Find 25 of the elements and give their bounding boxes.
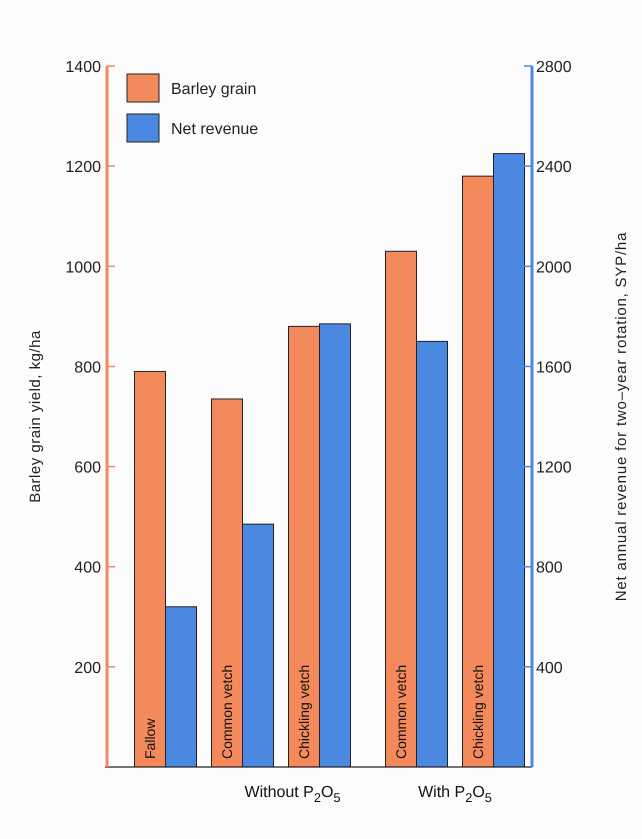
y2-axis-title: Net annual revenue for two–year rotation, SYP/ha bbox=[613, 232, 630, 602]
x-tick-label: Chickling vetch bbox=[296, 664, 312, 759]
y-tick-label: 200 bbox=[74, 660, 102, 677]
y-tick-label: 1400 bbox=[65, 59, 102, 76]
y2-tick-label: 2800 bbox=[536, 59, 572, 76]
y2-tick-label: 1200 bbox=[536, 460, 572, 477]
y-tick-label: 600 bbox=[74, 460, 102, 477]
x-tick-label: Chickling vetch bbox=[470, 664, 486, 759]
legend-label: Net revenue bbox=[171, 121, 258, 138]
text: Without P$_{2}$O$_{5}$ bbox=[244, 784, 341, 806]
text: With P$_{2}$O$_{5}$ bbox=[418, 784, 492, 806]
y2-tick-label: 800 bbox=[536, 560, 563, 577]
x-tick-label: Common vetch bbox=[219, 664, 235, 759]
legend-label: Barley grain bbox=[171, 81, 256, 98]
y-tick-label: 400 bbox=[74, 560, 102, 577]
x-tick-label: Common vetch bbox=[393, 664, 409, 759]
y2-tick-label: 2400 bbox=[536, 159, 572, 176]
y2-tick-label: 400 bbox=[536, 660, 563, 677]
x-tick-label: Fallow bbox=[142, 718, 158, 759]
y-tick-label: 800 bbox=[74, 359, 102, 376]
y-tick-label: 1200 bbox=[65, 159, 102, 176]
y2-tick-label: 1600 bbox=[536, 359, 572, 376]
y-tick-label: 1000 bbox=[65, 259, 102, 276]
y2-tick-label: 2000 bbox=[536, 259, 572, 276]
y-axis-title: Barley grain yield, kg/ha bbox=[27, 330, 44, 503]
